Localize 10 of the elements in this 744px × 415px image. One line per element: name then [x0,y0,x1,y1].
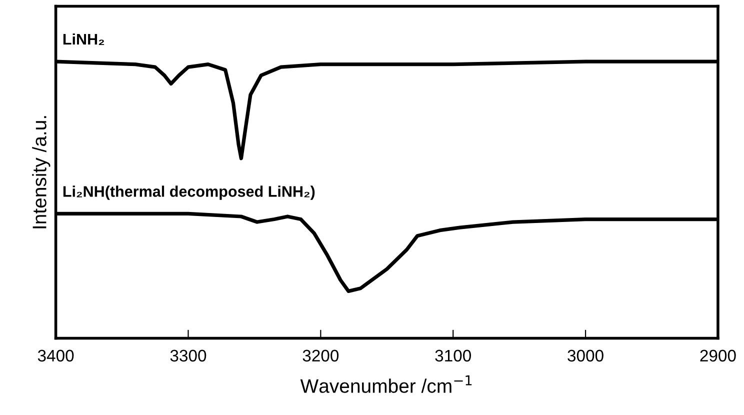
x-tick-label: 3100 [435,350,471,362]
x-tick-label: 2900 [700,350,736,362]
x-axis-title: Wavenumber /cm$^{−1}$ [300,375,472,393]
x-tick-label: 3000 [568,350,604,362]
x-tick-label: 3400 [38,350,74,362]
y-axis-title: Intensity /a.u. [32,116,50,228]
x-tick-label: 3200 [302,350,339,362]
series-label: LiNH₂ [63,33,104,46]
series-label: Li₂NH(thermal decomposed LiNH₂) [63,186,315,200]
x-tick-label: 3300 [170,350,206,362]
